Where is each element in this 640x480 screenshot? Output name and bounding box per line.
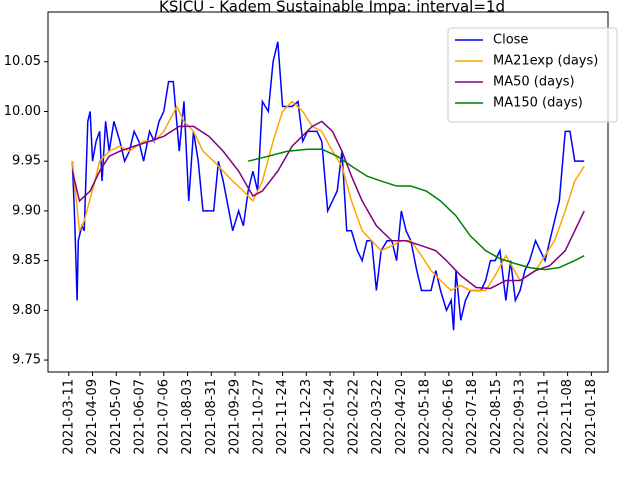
x-tick-label: 2021-04-09 — [85, 379, 100, 455]
plot-frame — [47, 11, 609, 373]
legend-label: MA150 (days) — [493, 96, 583, 111]
x-tick-label: 2021-07-06 — [156, 379, 171, 455]
x-tick-label: 2022-10-11 — [536, 379, 551, 455]
x-tick-label: 2022-09-13 — [513, 379, 528, 455]
x-tick-label: 2021-05-07 — [109, 379, 124, 455]
legend-box — [447, 27, 618, 123]
y-tick-label: 9.85 — [12, 253, 41, 268]
x-tick-label: 2022-05-18 — [418, 379, 433, 455]
x-tick-label: 2021-11-24 — [275, 379, 290, 455]
y-tick-label: 9.90 — [12, 203, 41, 218]
chart-title: KSICU - Kadem Sustainable Impa: interval… — [159, 0, 505, 16]
legend-label: MA50 (days) — [493, 75, 575, 90]
x-tick-label: 2021-08-03 — [180, 379, 195, 455]
x-tick-label: 2022-11-08 — [560, 379, 575, 455]
x-tick-label: 2021-06-07 — [133, 379, 148, 455]
y-tick-label: 9.80 — [12, 303, 41, 318]
y-tick-label: 10.05 — [4, 54, 41, 69]
x-tick-label: 2021-12-23 — [299, 379, 314, 455]
x-tick-label: 2022-01-24 — [323, 379, 338, 455]
y-tick-label: 10.00 — [4, 104, 41, 119]
x-tick-label: 2022-02-22 — [346, 379, 361, 455]
series-line — [71, 120, 585, 290]
y-tick-label: 9.95 — [12, 154, 41, 169]
x-tick-label: 2021-01-18 — [584, 379, 599, 455]
x-tick-label: 2022-04-20 — [394, 379, 409, 455]
x-tick-label: 2022-07-18 — [465, 379, 480, 455]
legend-label: Close — [493, 33, 528, 48]
series-line — [71, 41, 585, 331]
x-tick-label: 2022-08-15 — [489, 379, 504, 455]
series-line — [247, 148, 585, 271]
x-tick-label: 2021-03-11 — [61, 379, 76, 455]
plot-lines — [71, 41, 585, 331]
x-tick-label: 2021-09-29 — [228, 379, 243, 455]
legend-label: MA21exp (days) — [493, 54, 598, 69]
x-tick-label: 2021-08-31 — [204, 379, 219, 455]
x-tick-label: 2022-06-16 — [441, 379, 456, 455]
x-tick-label: 2021-10-27 — [251, 379, 266, 455]
y-tick-label: 9.75 — [12, 353, 41, 368]
x-tick-label: 2022-03-22 — [370, 379, 385, 455]
